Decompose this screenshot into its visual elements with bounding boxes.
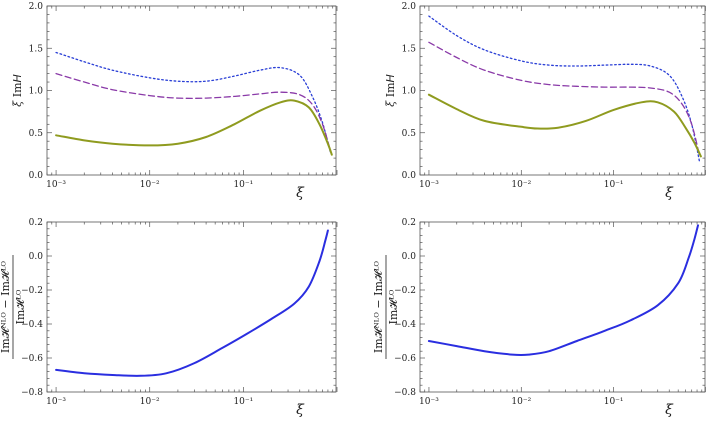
y-axis-label: ξ ImH — [384, 74, 397, 107]
y-tick-label: 0.5 — [402, 129, 417, 139]
series-line-solid — [427, 224, 699, 357]
series-line-dotted — [55, 51, 332, 153]
x-axis-label: ξ — [665, 185, 674, 201]
y-tick-label: 1.5 — [402, 44, 417, 54]
y-tick-label: 1.5 — [29, 44, 44, 54]
y-tick-label: −0.6 — [21, 354, 43, 364]
x-axis-label: ξ — [665, 402, 674, 418]
series-line-dashed — [55, 72, 332, 152]
x-tick-label: 10⁻¹ — [604, 397, 624, 407]
y-tick-label: −0.8 — [21, 388, 43, 398]
x-tick-label: 10⁻² — [140, 180, 160, 190]
x-tick-label: 10⁻² — [140, 397, 160, 407]
y-axis-label: ξ ImH — [11, 74, 24, 107]
series-line-dashed — [428, 41, 701, 157]
svg-text:Im𝓗ᴺᴸᴼ − Im𝓗ᴸᴼ: Im𝓗ᴺᴸᴼ − Im𝓗ᴸᴼ — [0, 261, 12, 354]
chart-panel-3: 10⁻³ 10⁻² 10⁻¹ −0.8 −0.6 −0.4 −0.2 0.0 0.2 ξ Im𝓗ᴺᴸ… — [0, 218, 338, 418]
y-tick-label: 1.0 — [402, 87, 417, 97]
y-tick-label: −0.2 — [21, 286, 43, 296]
y-tick-label: −0.4 — [21, 320, 43, 330]
y-tick-label: −0.8 — [394, 388, 416, 398]
y-tick-label: 0.2 — [29, 218, 43, 228]
plot-frame — [46, 221, 337, 393]
y-tick-label: 2.0 — [29, 2, 44, 12]
chart-panel-2: 10⁻³ 10⁻² 10⁻¹ 0.0 0.5 1.0 1.5 2.0 ξ ξ ImH — [384, 2, 706, 201]
y-tick-label: −0.4 — [394, 320, 416, 330]
y-tick-label: 0.0 — [29, 252, 44, 262]
series-line-dotted — [428, 15, 701, 163]
y-tick-label: −0.6 — [394, 354, 416, 364]
y-tick-label: 1.0 — [29, 87, 44, 97]
x-axis-label: ξ — [296, 402, 305, 418]
x-axis-label: ξ — [296, 185, 305, 201]
x-tick-label: 10⁻³ — [419, 397, 439, 407]
y-tick-label: −0.2 — [394, 286, 416, 296]
plot-frame — [46, 5, 337, 176]
x-tick-label: 10⁻² — [511, 397, 531, 407]
series-line-solid — [55, 99, 333, 156]
y-tick-label: 0.0 — [29, 171, 44, 181]
y-tick-label: 0.0 — [402, 252, 417, 262]
series-line-solid — [427, 93, 702, 158]
x-tick-label: 10⁻³ — [46, 180, 66, 190]
x-tick-label: 10⁻³ — [46, 397, 66, 407]
series-line-solid — [55, 229, 329, 377]
y-tick-label: 0.5 — [29, 129, 44, 139]
x-tick-label: 10⁻³ — [419, 180, 439, 190]
y-axis-label: Im𝓗ᴺᴸᴼ − Im𝓗ᴸᴼ Im𝓗ᴸᴼ — [372, 255, 400, 359]
y-tick-label: 0.2 — [402, 218, 416, 228]
chart-panel-1: 10⁻³ 10⁻² 10⁻¹ 0.0 0.5 1.0 1.5 2.0 ξ ξ ImH — [11, 2, 338, 201]
svg-text:Im𝓗ᴺᴸᴼ − Im𝓗ᴸᴼ: Im𝓗ᴺᴸᴼ − Im𝓗ᴸᴼ — [372, 261, 385, 354]
svg-text:Im𝓗ᴸᴼ: Im𝓗ᴸᴼ — [14, 289, 27, 324]
x-tick-label: 10⁻² — [511, 180, 531, 190]
y-axis-label: Im𝓗ᴺᴸᴼ − Im𝓗ᴸᴼ Im𝓗ᴸᴼ — [0, 255, 27, 359]
x-tick-label: 10⁻¹ — [233, 397, 253, 407]
chart-panel-4: 10⁻³ 10⁻² 10⁻¹ −0.8 −0.6 −0.4 −0.2 0.0 0.2 ξ Im𝓗ᴺᴸ… — [372, 218, 706, 418]
y-tick-label: 0.0 — [402, 171, 417, 181]
plot-frame — [419, 5, 706, 176]
plot-frame — [419, 221, 706, 393]
y-tick-label: 2.0 — [402, 2, 417, 12]
x-tick-label: 10⁻¹ — [604, 180, 624, 190]
svg-text:Im𝓗ᴸᴼ: Im𝓗ᴸᴼ — [387, 289, 400, 324]
x-tick-label: 10⁻¹ — [233, 180, 253, 190]
